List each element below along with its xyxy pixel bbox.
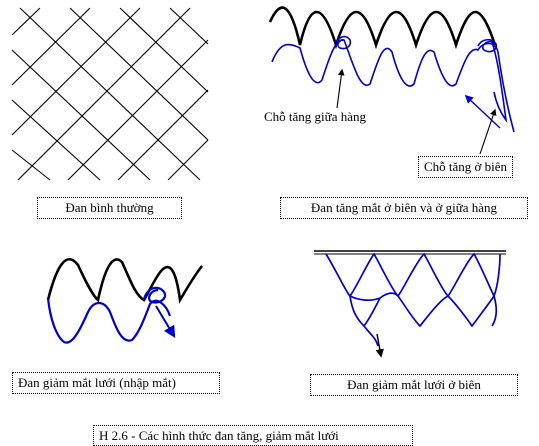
edge-mesh-lower: [349, 292, 498, 328]
label-increase-edge: Chỗ tăng ở biên: [418, 156, 514, 178]
middle-pointer: [336, 68, 345, 109]
figure-caption: H 2.6 - Các hình thức đan tăng, giảm mắt…: [93, 425, 413, 446]
edge-mesh-upper: [325, 252, 501, 299]
edge-decrease-arrow: [375, 333, 384, 358]
label-decrease-merge: Đan giảm mắt lưới (nhập mắt): [12, 372, 220, 394]
merge-arrow: [155, 305, 176, 339]
increase-panel: [268, 6, 515, 155]
label-normal: Đan bình thường: [37, 197, 182, 219]
label-increase-middle: Chỗ tăng giữa hàng: [262, 109, 369, 125]
middle-increase-loop: [335, 35, 352, 50]
decrease-edge-panel: [314, 250, 506, 358]
edge-pointer: [479, 108, 497, 155]
label-increase-caption: Đan tăng mắt ở biên và ở giữa hàng: [280, 197, 528, 219]
merge-loop: [142, 286, 167, 304]
decrease-merge-panel: [46, 258, 204, 344]
edge-increase-loop: [477, 38, 508, 123]
merge-old-row: [46, 258, 204, 304]
edge-tail: [363, 325, 379, 347]
edge-arrow: [464, 94, 501, 129]
diamond-mesh: [11, 7, 209, 181]
normal-mesh-panel: [11, 7, 209, 181]
merge-new-row: [46, 297, 172, 344]
label-decrease-edge: Đan giảm mắt lưới ở biên: [310, 374, 518, 396]
old-row-wave: [268, 6, 497, 50]
